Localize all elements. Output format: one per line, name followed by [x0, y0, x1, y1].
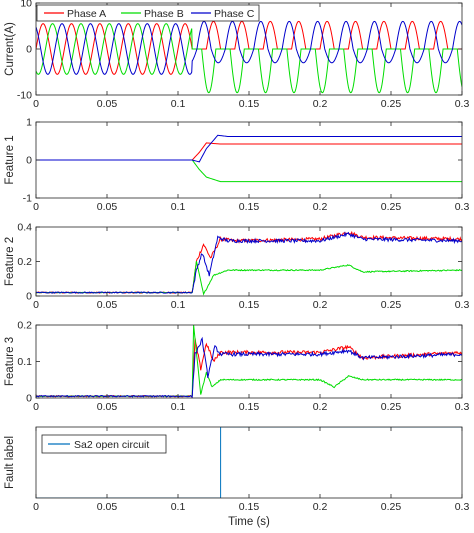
x-tick-label: 0.3 — [455, 299, 470, 311]
x-tick-label: 0.2 — [313, 401, 328, 413]
x-tick-label: 0.1 — [171, 201, 186, 213]
axes-box — [35, 324, 463, 399]
x-tick-label: 0 — [33, 401, 39, 413]
x-tick-label: 0.1 — [171, 501, 186, 513]
x-tick-label: 0.05 — [97, 401, 118, 413]
x-tick-label: 0.3 — [455, 501, 470, 513]
x-tick-label: 0.1 — [171, 98, 186, 110]
legend: Phase A Phase B Phase C — [36, 4, 260, 22]
y-tick-label: -10 — [17, 90, 32, 102]
series-line-1 — [36, 142, 462, 161]
x-tick-label: 0 — [33, 299, 39, 311]
plot-area — [36, 134, 462, 183]
x-tick-label: 0 — [33, 98, 39, 110]
panel-1: 0 0.05 0.1 0.15 0.2 0.25 0.3-10010Current(A)Ph… — [4, 0, 469, 110]
y-tick-label: -1 — [23, 193, 32, 205]
legend-label: Phase B — [144, 8, 184, 20]
x-tick-label: 0.15 — [239, 201, 260, 213]
plot-area — [36, 20, 462, 94]
x-tick-label: 0.3 — [455, 201, 470, 213]
legend-label: Sa2 open circuit — [74, 439, 149, 451]
x-tick-label: 0.2 — [313, 98, 328, 110]
x-tick-label: 0.15 — [239, 299, 260, 311]
x-tick-label: 0.25 — [381, 98, 402, 110]
x-tick-label: 0.3 — [455, 98, 470, 110]
y-tick-label: 0.2 — [17, 256, 32, 268]
y-tick-label: 0 — [26, 44, 32, 56]
y-tick-label: 0 — [26, 155, 32, 167]
y-axis-label: Feature 1 — [4, 135, 16, 184]
x-tick-label: 0.15 — [239, 401, 260, 413]
x-tick-label: 0.05 — [97, 299, 118, 311]
series-line-2 — [36, 159, 462, 183]
x-tick-label: 0.05 — [97, 98, 118, 110]
x-tick-label: 0.1 — [171, 401, 186, 413]
x-tick-label: 0.25 — [381, 401, 402, 413]
x-tick-label: 0.2 — [313, 299, 328, 311]
x-tick-label: 0.1 — [171, 299, 186, 311]
series-line-2 — [36, 325, 462, 397]
x-tick-label: 0 — [33, 201, 39, 213]
x-tick-label: 0.2 — [313, 501, 328, 513]
x-tick-label: 0.15 — [239, 501, 260, 513]
series-line-2 — [36, 261, 462, 296]
y-axis-label: Fault label — [4, 436, 16, 489]
series-line-3 — [36, 336, 462, 398]
x-tick-label: 0.25 — [381, 501, 402, 513]
y-tick-label: 0 — [26, 393, 32, 405]
y-axis-label: Current(A) — [4, 22, 16, 76]
legend-label: Phase C — [214, 8, 255, 20]
x-tick-label: 0.25 — [381, 299, 402, 311]
x-axis-label: Time (s) — [228, 516, 270, 528]
y-tick-label: 0.4 — [17, 222, 32, 234]
y-tick-label: 0 — [26, 291, 32, 303]
x-tick-label: 0.3 — [455, 401, 470, 413]
series-line-3 — [36, 231, 462, 294]
y-tick-label: 10 — [20, 0, 32, 10]
series-line-3 — [36, 20, 462, 75]
x-tick-label: 0.05 — [97, 501, 118, 513]
series-line-3 — [36, 134, 462, 163]
series-line-1 — [36, 20, 462, 75]
y-axis-label: Feature 3 — [4, 337, 16, 386]
panel-5: 0 0.05 0.1 0.15 0.2 0.25 0.3 Fault label Sa2 ope… — [4, 426, 470, 513]
x-tick-label: 0.15 — [239, 98, 260, 110]
y-tick-label: 0.1 — [17, 356, 32, 368]
series-line-1 — [36, 337, 462, 398]
legend: Sa2 open circuit — [41, 434, 167, 454]
x-tick-label: 0 — [33, 501, 39, 513]
x-tick-label: 0.25 — [381, 201, 402, 213]
x-tick-label: 0.2 — [313, 201, 328, 213]
plot-area — [36, 230, 462, 296]
y-tick-label: 1 — [26, 117, 32, 129]
series-line-2 — [36, 23, 462, 94]
y-axis-label: Feature 2 — [4, 237, 16, 286]
legend-label: Phase A — [67, 8, 106, 20]
plot-area — [36, 325, 462, 398]
x-tick-label: 0.05 — [97, 201, 118, 213]
y-tick-label: 0.2 — [17, 320, 32, 332]
